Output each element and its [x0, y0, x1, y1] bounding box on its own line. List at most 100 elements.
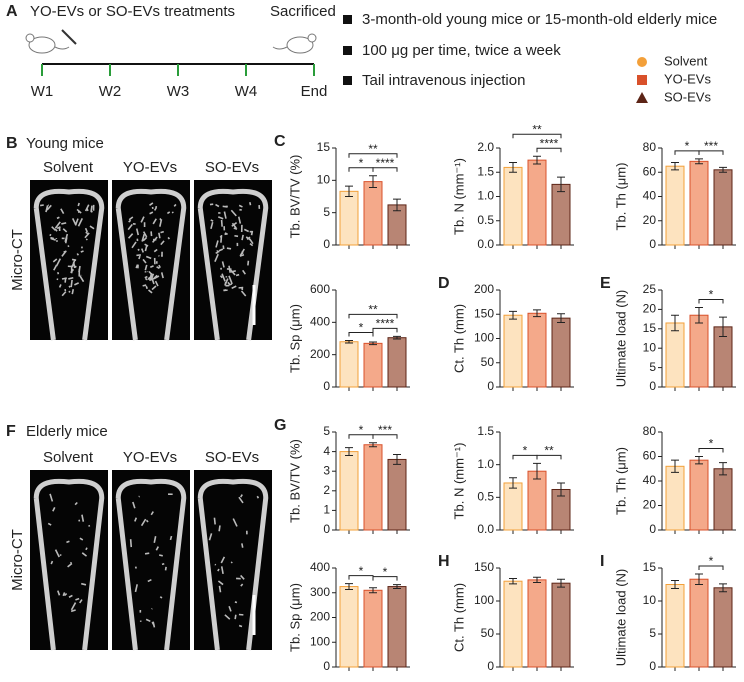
- trabecula: [238, 204, 243, 208]
- trabecula: [68, 290, 71, 293]
- note: 3-month-old young mice or 15-month-old e…: [362, 11, 717, 28]
- error-bar: [393, 198, 401, 212]
- trabecula: [54, 221, 61, 229]
- error-bar: [509, 477, 517, 489]
- trabecula: [76, 253, 80, 256]
- y-tick-label: 0.5: [477, 490, 494, 504]
- trabecula: [159, 596, 163, 599]
- error-bar: [695, 456, 703, 465]
- trabecula: [127, 233, 134, 239]
- significance-bracket: [372, 167, 398, 172]
- y-axis-label: Ct. Th (mm): [451, 304, 466, 373]
- trabecula: [160, 230, 165, 234]
- trabecula: [85, 238, 88, 241]
- trabecula: [134, 517, 138, 522]
- y-tick-label: 300: [310, 585, 330, 599]
- trabecula: [76, 208, 82, 214]
- treatment-label: YO-EVs or SO-EVs treatments: [30, 3, 235, 20]
- error-bar: [695, 573, 703, 585]
- y-tick-label: 10: [643, 340, 657, 354]
- y-tick-label: 2: [323, 483, 330, 497]
- trabecula: [222, 205, 228, 208]
- trabecula: [144, 552, 150, 555]
- trabecula: [70, 279, 73, 288]
- trabecula: [247, 260, 250, 266]
- error-bar: [509, 310, 517, 320]
- trabecula: [217, 216, 224, 220]
- trabecula: [169, 535, 173, 541]
- trabecula: [173, 203, 177, 207]
- trabecula: [227, 281, 232, 286]
- trabecula: [164, 566, 167, 571]
- trabecula: [79, 599, 83, 604]
- panel-label: E: [600, 275, 611, 292]
- error-bar: [369, 442, 377, 448]
- bone-outline: [33, 188, 105, 341]
- bar: [527, 579, 547, 668]
- y-tick-label: 25: [643, 282, 657, 296]
- trabecula: [74, 282, 79, 286]
- trabecula: [45, 205, 49, 213]
- group-label: YO-EVs: [123, 159, 177, 176]
- trabecula: [56, 226, 61, 230]
- trabecula: [86, 208, 89, 212]
- trabecula: [90, 205, 93, 212]
- significance-label: **: [544, 444, 554, 458]
- trabecula: [145, 277, 148, 281]
- trabecula: [127, 223, 133, 231]
- trabecula: [230, 270, 236, 273]
- trabecula: [70, 268, 75, 274]
- error-bar: [557, 482, 565, 497]
- trabecula: [210, 222, 214, 230]
- y-tick-label: 0: [649, 522, 656, 536]
- trabecula: [131, 241, 137, 249]
- y-tick-label: 1: [323, 503, 330, 517]
- bar: [665, 322, 685, 388]
- trabecula: [238, 496, 244, 504]
- error-bar: [533, 309, 541, 318]
- trabecula: [217, 568, 220, 572]
- trabecula: [58, 284, 62, 288]
- error-bar: [719, 462, 727, 476]
- error-bar: [671, 162, 679, 171]
- trabecula: [152, 218, 157, 225]
- bar: [387, 337, 407, 388]
- row-label: Micro-CT: [9, 529, 26, 591]
- trabecula: [239, 248, 245, 257]
- trabecula: [144, 275, 148, 279]
- trabecula: [149, 202, 154, 206]
- timepoint: End: [301, 83, 328, 100]
- ct-panel: Solvent YO-EVs SO-EVs Micro-CT: [9, 159, 272, 341]
- panel-label: D: [438, 275, 450, 292]
- trabecula: [64, 233, 69, 243]
- trabecula: [88, 524, 91, 527]
- trabecula: [64, 277, 67, 283]
- bar: [527, 159, 547, 246]
- significance-bracket: [512, 133, 562, 139]
- trabecula: [220, 235, 223, 243]
- y-tick-label: 80: [643, 140, 657, 154]
- significance-label: ****: [376, 156, 395, 170]
- trabecula: [223, 211, 227, 219]
- y-axis-label: Tb. Sp (μm): [287, 583, 302, 652]
- panel-label: F: [6, 423, 16, 440]
- error-bar: [369, 341, 377, 346]
- y-axis-label: Tb. BV/TV (%): [287, 439, 302, 523]
- trabecula: [142, 231, 148, 238]
- trabecula: [151, 285, 157, 291]
- bar: [387, 458, 407, 531]
- trabecula: [147, 274, 154, 280]
- y-tick-label: 60: [643, 449, 657, 463]
- y-tick-label: 0.0: [477, 237, 494, 251]
- y-tick-label: 0: [323, 659, 330, 673]
- trabecula: [215, 251, 219, 254]
- y-tick-label: 0: [649, 237, 656, 251]
- bar: [527, 312, 547, 388]
- error-bar: [345, 339, 353, 344]
- trabecula: [237, 216, 242, 224]
- y-tick-label: 0: [649, 659, 656, 673]
- significance-bracket: [536, 454, 562, 460]
- trabecula: [228, 605, 232, 612]
- trabecula: [218, 585, 222, 593]
- trabecula: [148, 270, 154, 277]
